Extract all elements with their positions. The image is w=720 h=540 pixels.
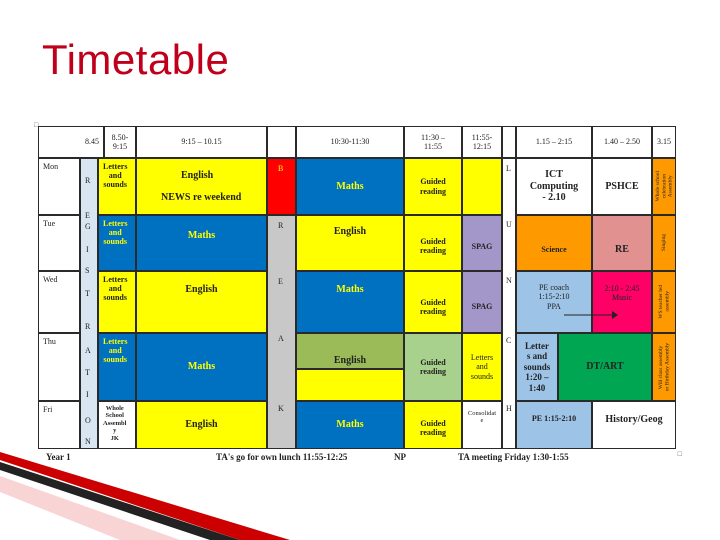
tue-singing-label: Singing: [660, 234, 667, 252]
break-letter: A: [278, 334, 284, 343]
thu-dt-art: DT/ART: [558, 333, 652, 401]
registration-letter: I: [86, 390, 89, 399]
header-break: [267, 126, 296, 158]
thu-letters-and-sounds-2: Letters and sounds: [462, 333, 502, 401]
fri-history-geog: History/Geog: [592, 401, 676, 449]
fri-whole-school-assembly: Whole School Assembl y JK: [98, 401, 136, 449]
registration-letter: G: [85, 222, 91, 231]
day-thu: Thu: [38, 333, 80, 401]
tue-maths: Maths: [136, 215, 267, 271]
lunch-column: [502, 158, 516, 449]
thu-english-bottom: [296, 369, 404, 401]
wed-pe-coach-ppa: PE coach 1:15-2:10 PPA: [516, 271, 592, 333]
registration-letter: I: [86, 245, 89, 254]
header-time-1030: 10:30-11:30: [296, 126, 404, 158]
header-time-315: 3.15: [652, 126, 676, 158]
corner-mark-top: □: [34, 122, 39, 129]
tue-singing: Singing: [652, 215, 676, 271]
mon-english: English NEWS re weekend: [136, 158, 267, 215]
registration-letter: R: [85, 176, 91, 185]
wed-guided-reading: Guided reading: [404, 271, 462, 333]
thu-class-assembly-label: Will class assembly or Birthday Assembly: [657, 342, 670, 392]
wed-letters-and-sounds: Letters and sounds: [98, 271, 136, 333]
mon-news-label: NEWS re weekend: [161, 191, 242, 203]
mon-english-label: English: [181, 170, 214, 181]
registration-letter: N: [85, 437, 91, 446]
break-letter: R: [278, 221, 284, 230]
registration-letter: E: [85, 211, 90, 220]
day-fri: Fri: [38, 401, 80, 449]
corner-mark-bottom: □: [677, 451, 682, 458]
break-letter: B: [278, 164, 284, 173]
fri-english: English: [136, 401, 267, 449]
arrow-icon: [564, 311, 618, 319]
registration-letter: T: [85, 368, 90, 377]
day-tue: Tue: [38, 215, 80, 271]
registration-letter: S: [85, 266, 90, 275]
tue-spag: SPAG: [462, 215, 502, 271]
wed-english: English: [136, 271, 267, 333]
mon-maths: Maths: [296, 158, 404, 215]
thu-letters-and-sounds-3: Letter s and sounds 1:20 – 1:40: [516, 333, 558, 401]
lunch-letter: H: [506, 404, 512, 413]
break-column: [267, 215, 296, 449]
header-lunch: [502, 126, 516, 158]
tue-letters-and-sounds: Letters and sounds: [98, 215, 136, 271]
thu-english-top: English: [296, 333, 404, 369]
wed-ws-teacher-assembly: WS teacher led assembly: [652, 271, 676, 333]
mon-break: [267, 158, 296, 215]
tue-re: RE: [592, 215, 652, 271]
fri-maths: Maths: [296, 401, 404, 449]
registration-letter: A: [85, 346, 91, 355]
lunch-letter: C: [506, 336, 512, 345]
break-letter: E: [278, 277, 283, 286]
footer-ta-meeting: TA meeting Friday 1:30-1:55: [458, 452, 569, 462]
break-letter: K: [278, 404, 284, 413]
header-time-850: 8.50- 9:15: [104, 126, 136, 158]
mon-ict-computing: ICT Computing - 2.10: [516, 158, 592, 215]
wed-maths: Maths: [296, 271, 404, 333]
header-time-1155: 11:55- 12:15: [462, 126, 502, 158]
day-mon: Mon: [38, 158, 80, 215]
thu-letters-and-sounds: Letters and sounds: [98, 333, 136, 401]
tue-english: English: [296, 215, 404, 271]
mon-letters-and-sounds: Letters and sounds: [98, 158, 136, 215]
tue-guided-reading: Guided reading: [404, 215, 462, 271]
tue-science: Science: [516, 215, 592, 271]
slide-title: Timetable: [42, 36, 230, 83]
header-time-915: 9:15 – 10.15: [136, 126, 267, 158]
mon-whole-school-label: Whole school celebration Assembly: [654, 171, 674, 202]
header-time-845: 8.45: [38, 126, 104, 158]
timetable: □ 8.45 8.50- 9:15 9:15 – 10.15 10:30-11:…: [34, 122, 682, 466]
wed-music: 2:10 - 2:45 Music: [592, 271, 652, 333]
lunch-letter: L: [506, 164, 511, 173]
thu-guided-reading: Guided reading: [404, 333, 462, 401]
mon-1155-slot: [462, 158, 502, 215]
registration-column: [80, 158, 98, 449]
day-wed: Wed: [38, 271, 80, 333]
mon-whole-school-assembly: Whole school celebration Assembly: [652, 158, 676, 215]
fri-guided-reading: Guided reading: [404, 401, 462, 449]
lunch-letter: N: [506, 276, 512, 285]
timetable-footer: Year 1 TA's go for own lunch 11:55-12:25…: [38, 450, 678, 466]
slide-swoosh-decoration: [0, 452, 290, 540]
footer-np: NP: [394, 452, 406, 462]
header-time-1130: 11:30 – 11:55: [404, 126, 462, 158]
thu-class-assembly: Will class assembly or Birthday Assembly: [652, 333, 676, 401]
mon-pshce: PSHCE: [592, 158, 652, 215]
fri-consolidate: Consolidat e: [462, 401, 502, 449]
lunch-letter: U: [506, 220, 512, 229]
header-time-140: 1.40 – 2.50: [592, 126, 652, 158]
wed-spag: SPAG: [462, 271, 502, 333]
fri-pe: PE 1:15-2:10: [516, 401, 592, 449]
header-time-115: 1.15 – 2:15: [516, 126, 592, 158]
registration-letter: O: [85, 416, 91, 425]
wed-ws-label: WS teacher led assembly: [657, 285, 670, 319]
thu-maths: Maths: [136, 333, 267, 401]
footer-year: Year 1: [46, 452, 71, 462]
registration-letter: T: [85, 289, 90, 298]
registration-letter: R: [85, 322, 91, 331]
footer-ta-lunch: TA's go for own lunch 11:55-12:25: [216, 452, 348, 462]
mon-guided-reading: Guided reading: [404, 158, 462, 215]
